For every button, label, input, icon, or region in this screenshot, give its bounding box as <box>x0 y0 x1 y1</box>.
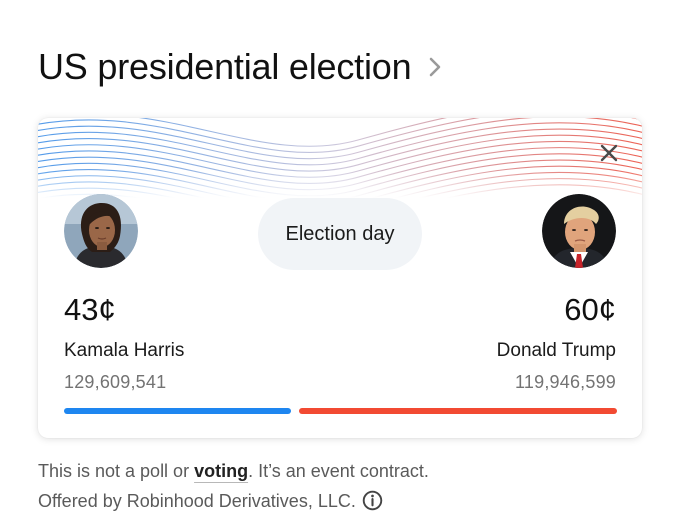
election-day-label: Election day <box>285 222 395 245</box>
wave-line <box>39 184 642 198</box>
disclaimer-text: This is not a poll or <box>38 461 195 481</box>
wave-line <box>38 134 642 178</box>
wave-line <box>38 118 448 147</box>
wave-line <box>38 118 642 160</box>
trump-price: 60¢ <box>564 292 616 327</box>
trump-votes: 119,946,599 <box>515 372 616 392</box>
wave-line <box>38 140 642 185</box>
chevron-right-icon[interactable] <box>425 52 447 82</box>
wave-line <box>38 153 642 197</box>
close-icon[interactable] <box>598 142 620 164</box>
trump-name: Donald Trump <box>496 340 616 361</box>
wave-line <box>38 159 642 198</box>
info-icon[interactable] <box>362 490 383 511</box>
election-day-pill: Election day <box>258 198 422 270</box>
wave-line <box>38 171 642 198</box>
election-card: Election day 43¢ 60¢ Kamala Harris Donal… <box>38 118 642 438</box>
harris-name: Kamala Harris <box>64 340 185 361</box>
disclaimer-text-end: . It’s an event contract. <box>248 461 429 481</box>
trump-avatar <box>542 194 616 268</box>
harris-bar <box>64 408 291 414</box>
harris-votes: 129,609,541 <box>64 372 167 392</box>
wave-line <box>38 177 642 198</box>
disclaimer-line-2: Offered by Robinhood Derivatives, LLC. <box>38 486 429 516</box>
wave-line <box>38 118 642 154</box>
wave-line <box>38 128 642 172</box>
voting-link[interactable]: voting <box>194 461 249 481</box>
decorative-waves <box>38 118 642 198</box>
harris-avatar <box>64 194 138 268</box>
wave-line <box>38 146 642 191</box>
footer-disclaimer: This is not a poll or voting. It’s an ev… <box>38 456 429 516</box>
page-title: US presidential election <box>38 46 412 87</box>
wave-line <box>38 165 642 198</box>
disclaimer-line-1: This is not a poll or voting. It’s an ev… <box>38 456 429 486</box>
harris-price: 43¢ <box>64 292 116 327</box>
offered-by-text: Offered by Robinhood Derivatives, LLC. <box>38 491 356 511</box>
header[interactable]: US presidential election <box>38 46 447 88</box>
wave-line <box>38 122 642 166</box>
trump-bar <box>299 408 617 414</box>
